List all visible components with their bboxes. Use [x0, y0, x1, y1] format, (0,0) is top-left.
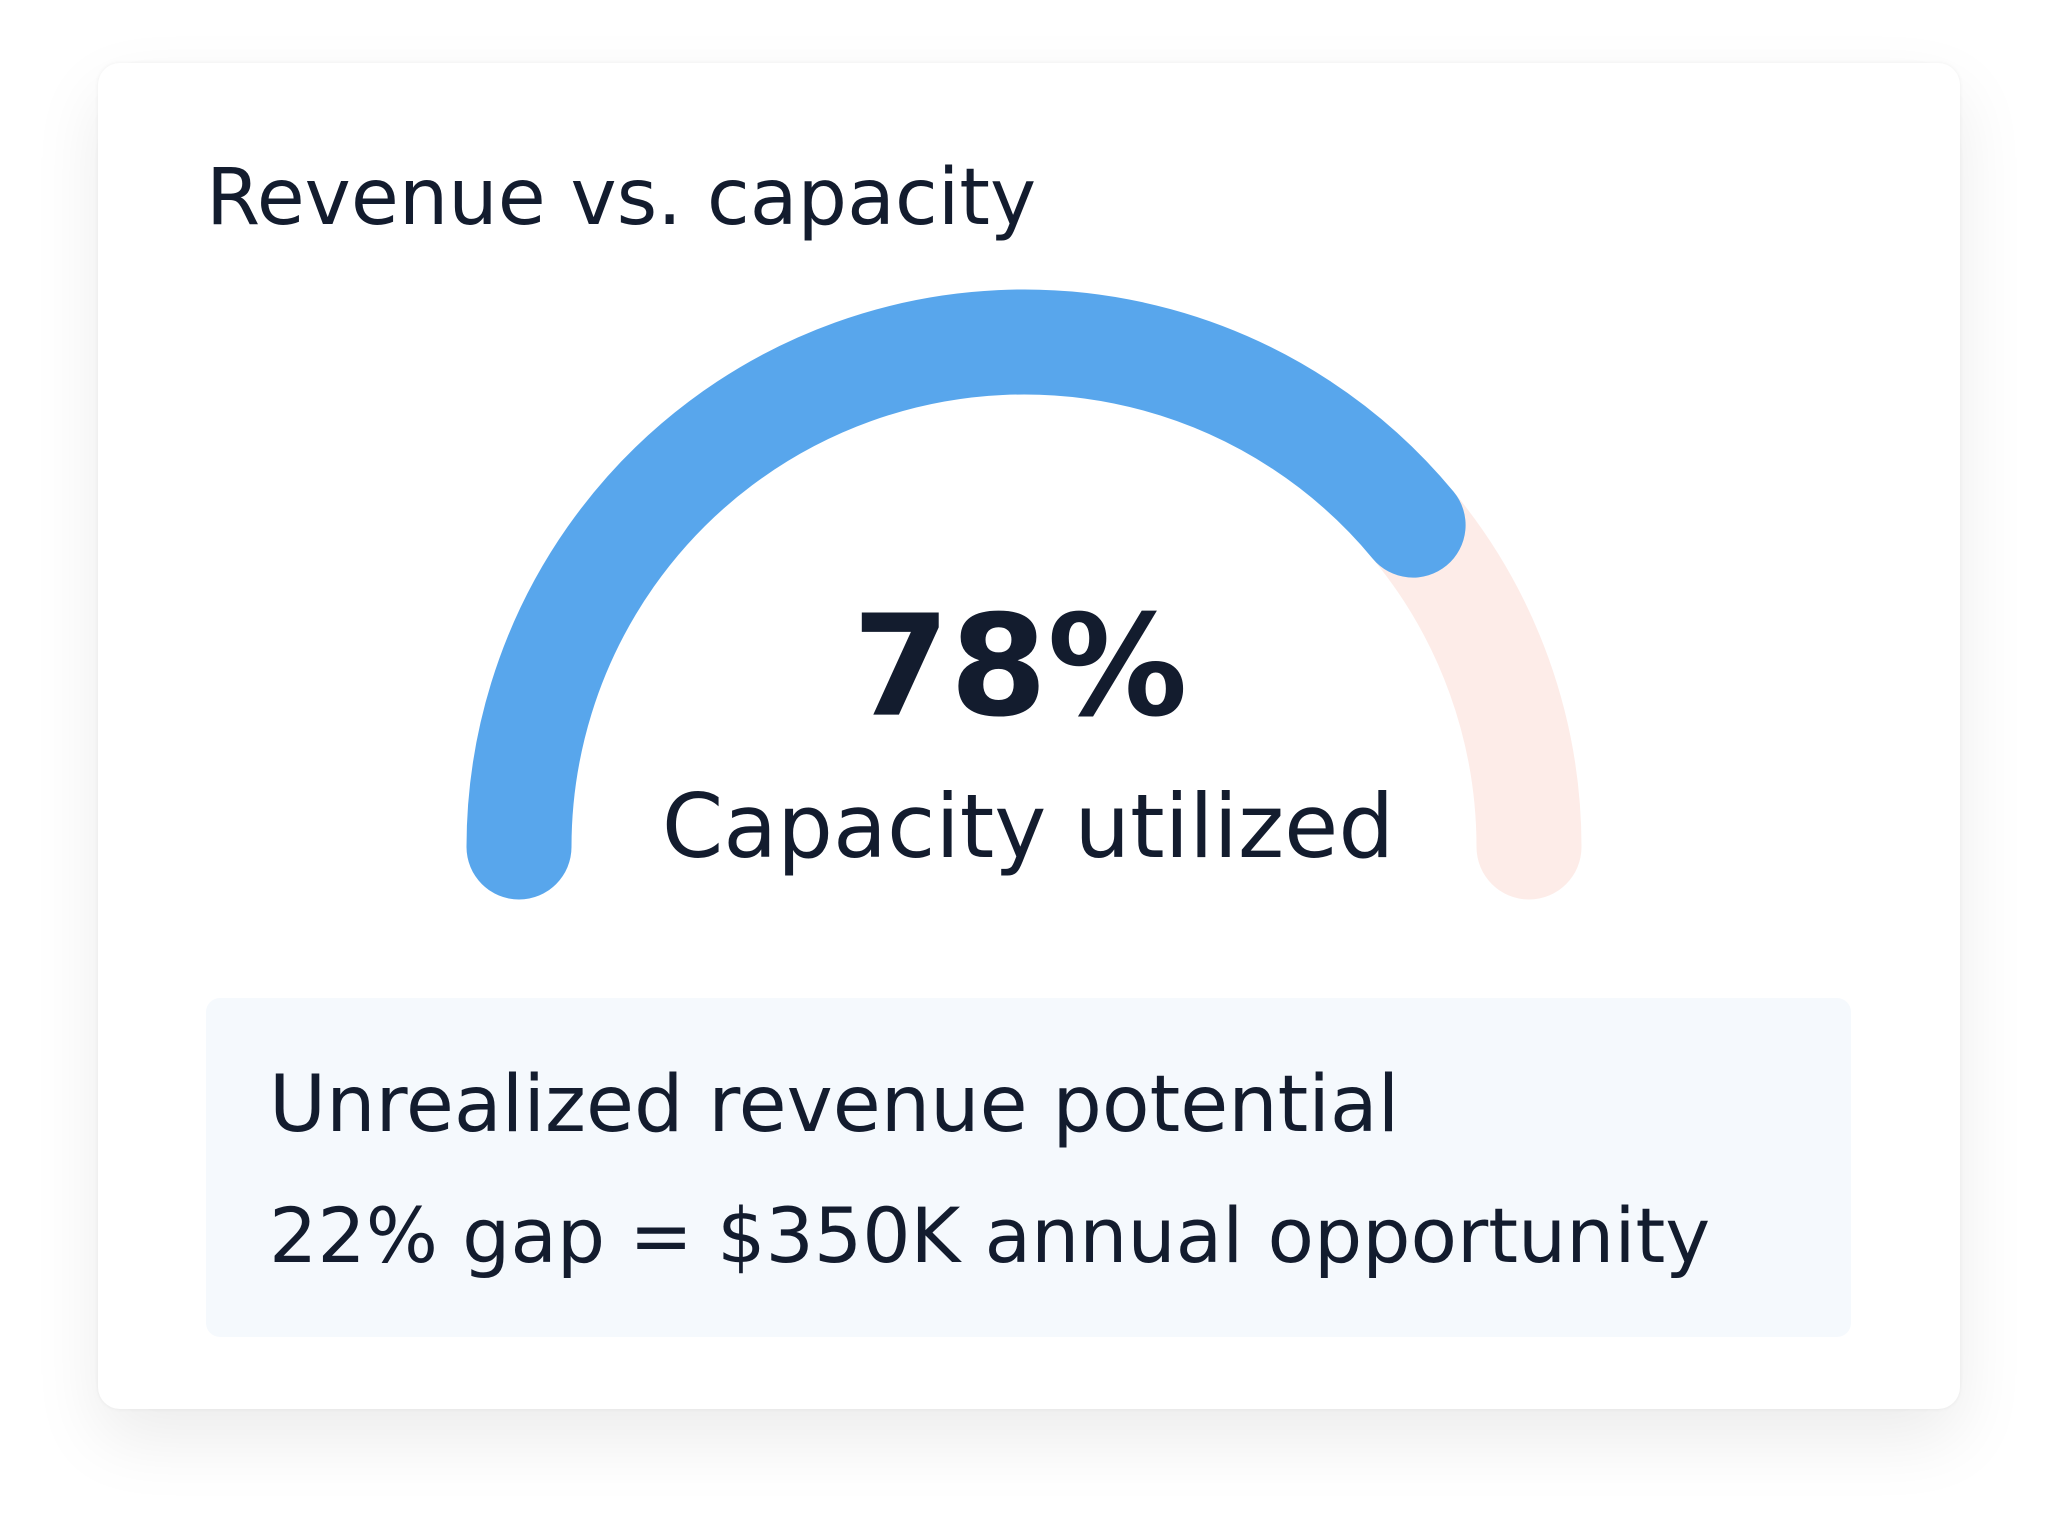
callout: Unrealized revenue potential 22% gap = $… [206, 998, 1851, 1337]
card: Revenue vs. capacity 78% Capacity utiliz… [98, 63, 1960, 1409]
gauge-fill [466, 289, 1466, 900]
gauge-caption: Capacity utilized [662, 775, 1394, 878]
gauge: 78% Capacity utilized [466, 289, 1582, 900]
card-title: Revenue vs. capacity [206, 153, 1037, 243]
callout-title: Unrealized revenue potential [269, 1060, 1400, 1150]
gauge-value: 78% [852, 586, 1187, 749]
callout-text: 22% gap = $350K annual opportunity [269, 1191, 1711, 1280]
